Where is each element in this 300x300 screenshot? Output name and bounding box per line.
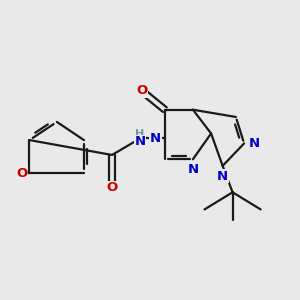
Text: N: N <box>188 163 199 176</box>
Text: O: O <box>16 167 28 180</box>
Text: H: H <box>136 130 145 140</box>
Text: N: N <box>249 137 260 150</box>
Text: O: O <box>106 182 118 194</box>
Text: N: N <box>150 132 161 145</box>
Text: O: O <box>136 84 147 97</box>
Text: N: N <box>217 170 228 183</box>
Text: N: N <box>134 135 146 148</box>
